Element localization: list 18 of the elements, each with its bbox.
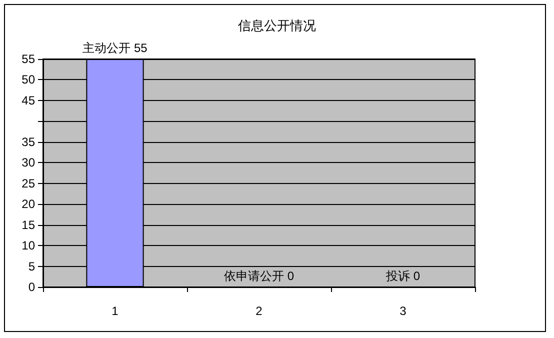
y-tick-label: 25	[22, 176, 36, 190]
y-tick-label: 0	[28, 280, 36, 294]
y-tick-label: 30	[22, 156, 36, 170]
x-tick-label: 3	[400, 304, 407, 318]
y-tick-label: 10	[22, 238, 36, 253]
y-tick-label: 5	[28, 259, 36, 274]
y-tick-label: 15	[22, 218, 36, 232]
data-label: 主动公开 55	[82, 41, 148, 55]
y-tick-label: 50	[22, 72, 36, 87]
data-label: 投诉 0	[384, 269, 420, 283]
y-tick-label: 35	[22, 134, 36, 149]
y-tick-label: 55	[22, 52, 36, 66]
x-tick-label: 2	[256, 304, 263, 318]
chart-title: 信息公开情况	[238, 18, 316, 33]
y-tick-label: 20	[22, 197, 36, 212]
y-tick-label: 45	[22, 93, 36, 108]
data-label: 依申请公开 0	[224, 269, 294, 283]
x-tick-label: 1	[112, 304, 119, 318]
